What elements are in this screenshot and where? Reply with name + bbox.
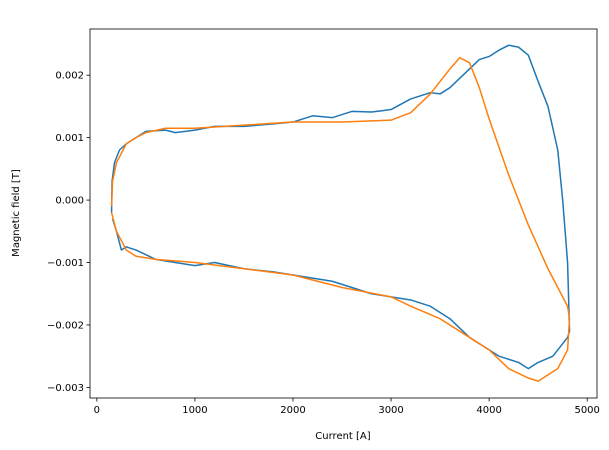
x-tick-label: 5000 bbox=[574, 405, 599, 416]
plot-frame bbox=[89, 28, 598, 399]
x-axis-label: Current [A] bbox=[315, 431, 370, 442]
x-tick-label: 3000 bbox=[378, 405, 403, 416]
y-tick-label: −0.003 bbox=[47, 383, 84, 394]
line-series bbox=[110, 56, 571, 382]
line-series bbox=[110, 44, 571, 370]
y-tick-label: −0.001 bbox=[47, 258, 84, 269]
y-tick-label: −0.002 bbox=[47, 320, 84, 331]
x-tick-label: 1000 bbox=[182, 405, 207, 416]
y-tick-label: 0.002 bbox=[55, 71, 84, 82]
x-tick-label: 4000 bbox=[476, 405, 501, 416]
y-tick-label: 0.001 bbox=[55, 133, 84, 144]
x-tick-label: 2000 bbox=[280, 405, 305, 416]
y-tick-label: 0.000 bbox=[55, 196, 84, 207]
x-tick-label: 0 bbox=[94, 405, 100, 416]
y-axis-label: Magnetic field [T] bbox=[11, 169, 22, 257]
